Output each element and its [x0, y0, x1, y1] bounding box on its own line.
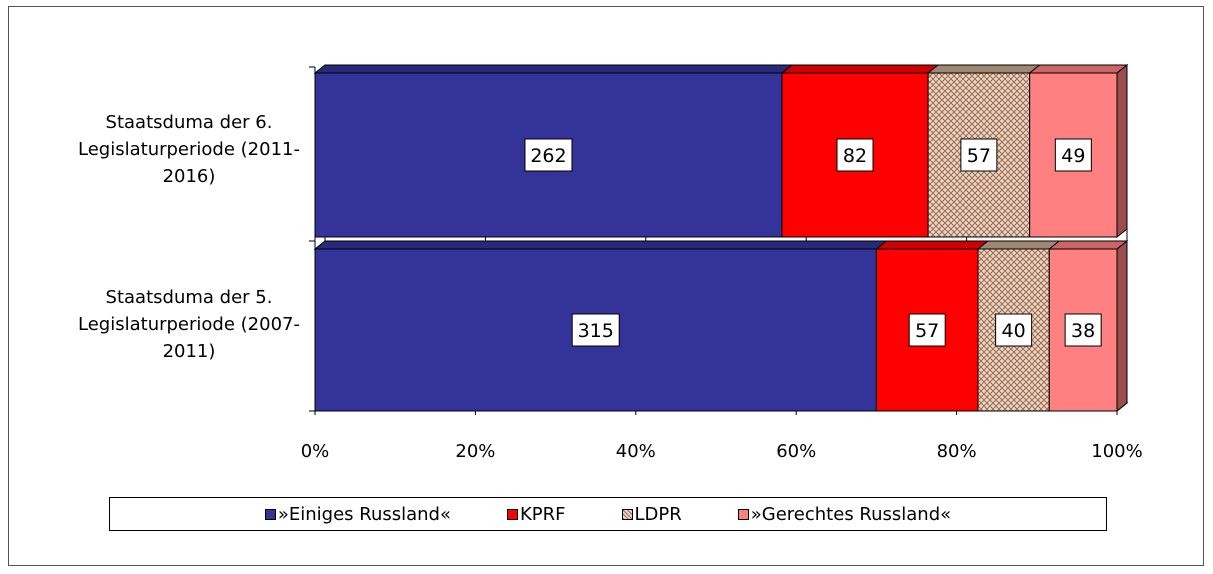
- data-label-box: [1054, 138, 1092, 172]
- x-tick-label: 20%: [455, 441, 495, 462]
- bar-top-face: [313, 64, 794, 74]
- data-label-box: [995, 313, 1033, 347]
- legend-item: »Einiges Russland«: [264, 503, 451, 525]
- bar-top-face: [874, 240, 990, 250]
- data-label-box: [908, 313, 946, 347]
- data-label: 57: [915, 320, 939, 342]
- legend-swatch: [737, 508, 749, 520]
- x-tick-label: 0%: [301, 441, 330, 462]
- data-label-box: [524, 138, 573, 172]
- bar-top-face: [1047, 240, 1129, 250]
- legend-label: KPRF: [519, 503, 566, 525]
- category-label: Legislaturperiode (2007-: [78, 314, 300, 335]
- chart-plot: 262 82 57 49 315 57 40 38 Staatsduma der 6. Legi…: [78, 63, 1143, 462]
- category-label: 2011): [163, 341, 216, 362]
- legend-swatch: [506, 508, 518, 520]
- bar-top-face: [976, 240, 1061, 250]
- data-label-box: [571, 313, 620, 347]
- x-tick-label: 40%: [616, 441, 656, 462]
- data-label: 40: [1002, 320, 1026, 342]
- bar-top-face: [926, 64, 1042, 74]
- legend-label: »Gerechtes Russland«: [750, 503, 952, 525]
- category-label: 2016): [163, 166, 216, 187]
- category-label: Staatsduma der 5.: [106, 287, 273, 308]
- bar-top-face: [1028, 64, 1129, 74]
- bar-top-face: [780, 64, 940, 74]
- data-label: 315: [578, 320, 614, 342]
- legend-item: »Gerechtes Russland«: [737, 503, 952, 525]
- data-label: 262: [530, 145, 566, 167]
- data-label: 82: [843, 145, 867, 167]
- bar-side-face: [1116, 239, 1128, 413]
- chart-frame: 262 82 57 49 315 57 40 38 Staatsduma der 6. Legi…: [8, 6, 1204, 566]
- legend-item: KPRF: [506, 503, 566, 525]
- data-label-box: [836, 138, 874, 172]
- category-label: Staatsduma der 6.: [106, 112, 273, 133]
- legend-swatch: [621, 508, 633, 520]
- x-tick-label: 80%: [937, 441, 977, 462]
- legend-label: »Einiges Russland«: [277, 503, 451, 525]
- legend-label: LDPR: [634, 503, 682, 525]
- x-tick-label: 60%: [776, 441, 816, 462]
- legend-swatch: [264, 508, 276, 520]
- data-label: 57: [967, 145, 991, 167]
- data-label-box: [960, 138, 998, 172]
- bar-side-face: [1116, 63, 1128, 239]
- data-label: 38: [1071, 320, 1095, 342]
- x-tick-label: 100%: [1091, 441, 1142, 462]
- data-label: 49: [1061, 145, 1085, 167]
- category-label: Legislaturperiode (2011-: [78, 139, 300, 160]
- legend: »Einiges Russland« KPRF LDPR »Gerechtes Rus…: [109, 497, 1107, 531]
- bar-top-face: [313, 240, 888, 250]
- data-label-box: [1064, 313, 1102, 347]
- legend-item: LDPR: [621, 503, 682, 525]
